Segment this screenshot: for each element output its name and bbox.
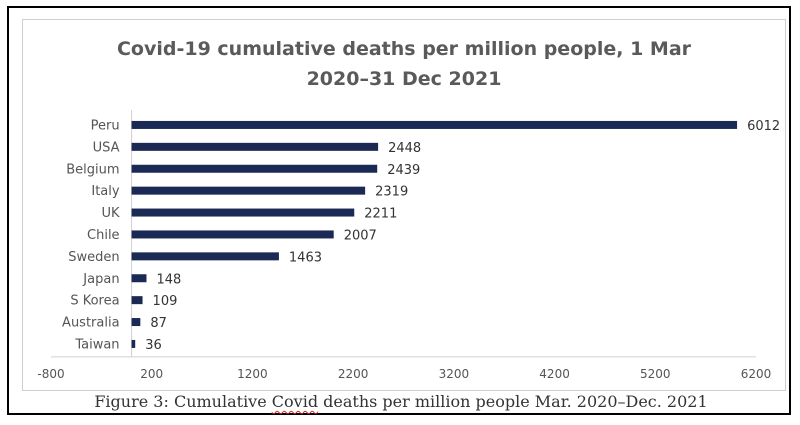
data-label: 148 [156, 272, 181, 287]
category-label: Chile [87, 228, 120, 243]
category-label: Australia [62, 316, 120, 331]
chart-title: Covid-19 cumulative deaths per million p… [23, 34, 785, 94]
category-label: Peru [91, 118, 120, 133]
bar [131, 296, 143, 305]
bar [131, 120, 738, 129]
category-label: Italy [91, 184, 120, 199]
bar [131, 252, 279, 261]
category-label: USA [93, 140, 120, 155]
bar [131, 339, 136, 348]
bar [131, 164, 378, 173]
category-label: Belgium [66, 162, 119, 177]
bar [131, 142, 379, 151]
data-label: 2319 [375, 185, 408, 200]
data-label: 2211 [364, 207, 397, 222]
data-label: 2439 [387, 163, 420, 178]
chart-area: Covid-19 cumulative deaths per million p… [22, 19, 786, 391]
x-tick-label: 200 [140, 367, 163, 381]
x-tick-label: 3200 [439, 367, 470, 381]
bar [131, 208, 355, 217]
category-label: Japan [82, 272, 119, 287]
category-label: Taiwan [74, 337, 119, 352]
category-label: Sweden [68, 250, 119, 265]
data-label: 2007 [344, 228, 377, 243]
caption-text-start: Figure 3: Cumulative [94, 392, 272, 411]
caption-flagged-word: Covid [271, 392, 319, 411]
caption-text-end: deaths per million people Mar. 2020–Dec.… [318, 392, 708, 411]
data-label: 1463 [289, 250, 322, 265]
figure-frame: Covid-19 cumulative deaths per million p… [7, 6, 791, 415]
x-tick-label: 1200 [237, 367, 268, 381]
data-label: 87 [150, 316, 167, 331]
bar [131, 318, 141, 327]
category-label: UK [102, 206, 121, 221]
x-tick-label: 2200 [338, 367, 369, 381]
category-label: S Korea [70, 294, 119, 309]
x-tick-label: 4200 [539, 367, 570, 381]
data-label: 2448 [388, 141, 421, 156]
x-tick-label: 6200 [741, 367, 772, 381]
data-label: 36 [145, 338, 162, 353]
bar [131, 230, 334, 239]
chart-title-line-1: Covid-19 cumulative deaths per million p… [116, 38, 692, 60]
x-tick-label: 5200 [640, 367, 671, 381]
chart-title-line-2: 2020–31 Dec 2021 [306, 68, 502, 90]
data-label: 109 [153, 294, 178, 309]
bar-chart-plot: -800 200 1200 2200 3200 4200 5200 6200 Peru 6012 U… [37, 110, 780, 381]
data-label: 6012 [747, 119, 780, 134]
bar [131, 186, 366, 195]
figure-caption: Figure 3: Cumulative Covid deaths per mi… [9, 392, 793, 411]
bar [131, 274, 147, 283]
x-tick-label: -800 [37, 367, 64, 381]
